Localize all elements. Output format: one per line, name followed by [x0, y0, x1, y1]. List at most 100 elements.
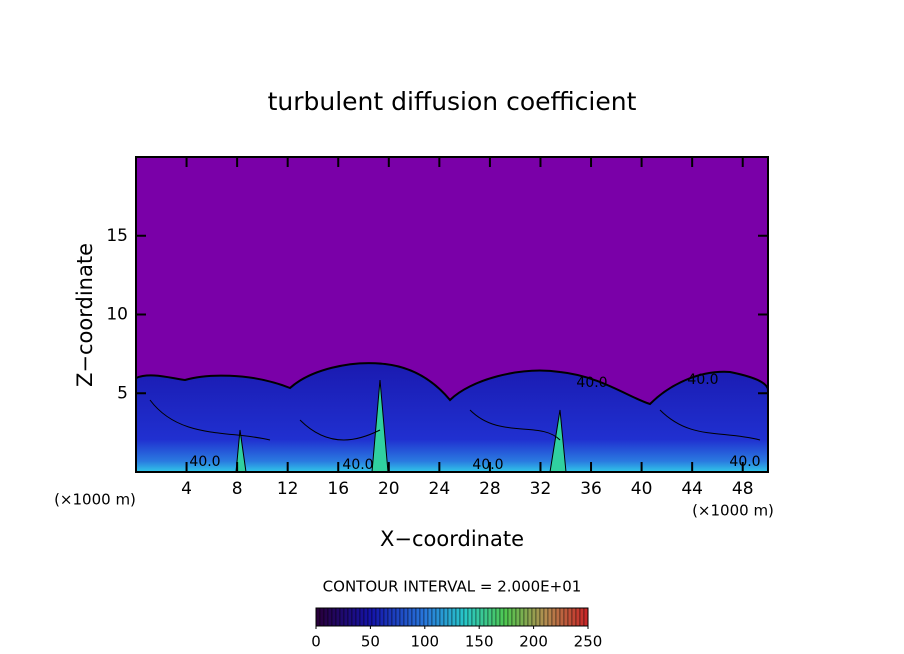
colorbar-cell [427, 607, 433, 627]
colorbar-cell [535, 607, 541, 627]
colorbar-cell [339, 607, 345, 627]
colorbar-cell [567, 607, 573, 627]
contour-line [149, 399, 761, 441]
colorbar-cell [491, 607, 497, 627]
colorbar-cell [515, 607, 521, 627]
colorbar-cell [523, 607, 529, 627]
x-axis-title: X−coordinate [380, 527, 524, 551]
colorbar-cell [411, 607, 417, 627]
colorbar-cell [547, 607, 553, 627]
colorbar-tick-label: 50 [361, 633, 380, 651]
colorbar-cell [439, 607, 445, 627]
contour-label: 40.0 [576, 375, 607, 391]
y-tick-label: 15 [106, 226, 128, 246]
x-tick-label: 4 [181, 479, 192, 499]
colorbar-cell [431, 607, 437, 627]
colorbar-cell [455, 607, 461, 627]
colorbar-cell [403, 607, 409, 627]
colorbar-cell [539, 607, 545, 627]
colorbar-cell [531, 607, 537, 627]
x-tick-label: 40 [631, 479, 653, 499]
x-tick-label: 48 [732, 479, 754, 499]
colorbar-cell [435, 607, 441, 627]
colorbar-cell [507, 607, 513, 627]
colorbar-cell [355, 607, 361, 627]
colorbar-cell [511, 607, 517, 627]
x-tick-label: 12 [277, 479, 299, 499]
colorbar-cell [463, 607, 469, 627]
colorbar-cell [351, 607, 357, 627]
contour-label: 40.0 [472, 457, 503, 473]
colorbar-cell [503, 607, 509, 627]
colorbar-cell [327, 607, 333, 627]
colorbar-cell [499, 607, 505, 627]
colorbar-cell [419, 607, 425, 627]
colorbar-cell [343, 607, 349, 627]
contour-interval: CONTOUR INTERVAL = 2.000E+01 [323, 578, 582, 596]
colorbar-frame [315, 607, 589, 627]
colorbar-cell [479, 607, 485, 627]
x-tick-label: 32 [530, 479, 552, 499]
colorbar-cell [395, 607, 401, 627]
colorbar-cell [415, 607, 421, 627]
colorbar-cell [387, 607, 393, 627]
colorbar-cell [347, 607, 353, 627]
colorbar-cell [467, 607, 473, 627]
colorbar-cell [483, 607, 489, 627]
plot-field [135, 156, 769, 473]
colorbar-tick-label: 200 [519, 633, 548, 651]
colorbar-cell [447, 607, 453, 627]
colorbar-cell [407, 607, 413, 627]
colorbar-cell [559, 607, 565, 627]
colorbar-cell [543, 607, 549, 627]
colorbar-cell [383, 607, 389, 627]
x-tick-label: 44 [681, 479, 703, 499]
x-tick-label: 20 [378, 479, 400, 499]
y-axis-title: Z−coordinate [73, 243, 97, 387]
colorbar-tick-label: 250 [574, 633, 603, 651]
colorbar-cell [459, 607, 465, 627]
colorbar-cell [551, 607, 557, 627]
chart-title: turbulent diffusion coefficient [268, 87, 637, 116]
colorbar-cell [399, 607, 405, 627]
x-tick-label: 36 [580, 479, 602, 499]
colorbar-cell [315, 607, 321, 627]
contour-label: 40.0 [687, 372, 718, 388]
contour-label: 40.0 [189, 454, 220, 470]
colorbar-cell [331, 607, 337, 627]
colorbar-cell [367, 607, 373, 627]
colorbar-cell [359, 607, 365, 627]
colorbar-tick-label: 100 [410, 633, 439, 651]
colorbar-cell [563, 607, 569, 627]
colorbar-cell [555, 607, 561, 627]
colorbar-cell [571, 607, 577, 627]
colorbar-cell [391, 607, 397, 627]
colorbar-cell [583, 607, 589, 627]
colorbar-cell [575, 607, 581, 627]
y-tick-label: 10 [106, 305, 128, 325]
colorbar-tick-label: 0 [311, 633, 321, 651]
colorbar-cell [495, 607, 501, 627]
x-tick-label: 28 [479, 479, 501, 499]
x-unit: (×1000 m) [54, 491, 136, 509]
colorbar-cell [363, 607, 369, 627]
colorbar-cell [371, 607, 377, 627]
colorbar-cell [323, 607, 329, 627]
colorbar-cell [471, 607, 477, 627]
colorbar-cell [319, 607, 325, 627]
colorbar-cell [375, 607, 381, 627]
colorbar-cell [423, 607, 429, 627]
colorbar-cell [443, 607, 449, 627]
colorbar-cell [475, 607, 481, 627]
colorbar-cell [487, 607, 493, 627]
contour-label: 40.0 [342, 457, 373, 473]
y-tick-label: 5 [117, 383, 128, 403]
colorbar-tick-label: 150 [465, 633, 494, 651]
x-tick-label: 8 [232, 479, 243, 499]
colorbar-cell [579, 607, 585, 627]
colorbar-cell [527, 607, 533, 627]
colorbar-cell [379, 607, 385, 627]
contour-label: 40.0 [729, 454, 760, 470]
x-tick-label: 24 [429, 479, 451, 499]
